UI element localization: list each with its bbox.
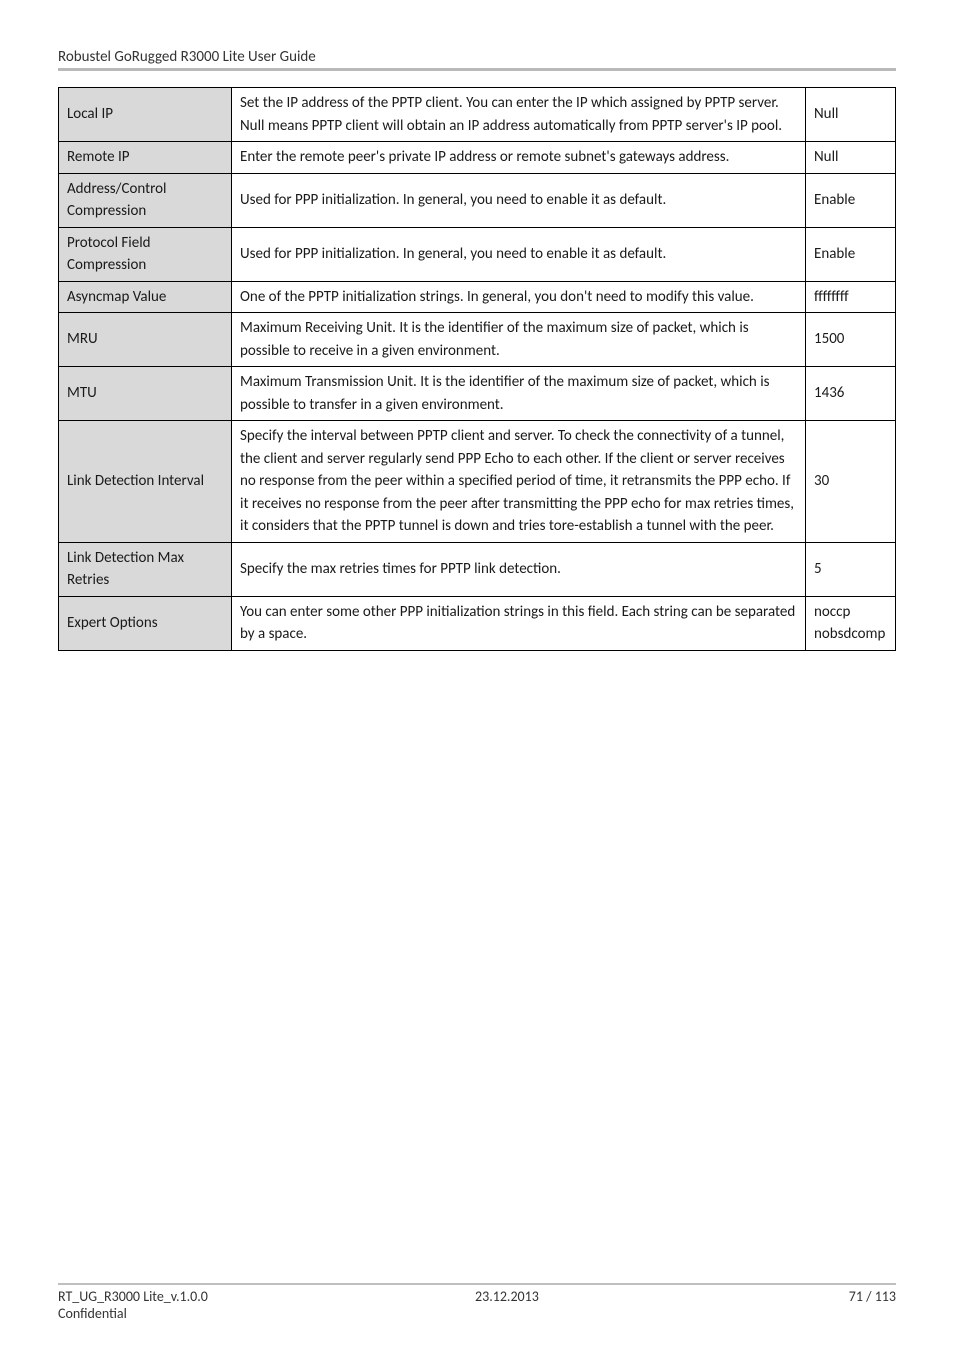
param-desc-cell: Used for PPP initialization. In general,… — [232, 173, 806, 227]
footer-rule — [58, 1283, 896, 1285]
param-name-cell: Remote IP — [59, 142, 232, 174]
param-default-cell: noccp nobsdcomp — [806, 596, 896, 650]
param-default-cell: 1436 — [806, 367, 896, 421]
table-row: MRUMaximum Receiving Unit. It is the ide… — [59, 313, 896, 367]
param-default-cell: Enable — [806, 227, 896, 281]
param-desc-cell: Specify the interval between PPTP client… — [232, 421, 806, 543]
table-row: Expert OptionsYou can enter some other P… — [59, 596, 896, 650]
param-desc-cell: Used for PPP initialization. In general,… — [232, 227, 806, 281]
param-default-cell: ffffffff — [806, 281, 896, 313]
param-default-cell: 5 — [806, 542, 896, 596]
param-name-cell: Link Detection Interval — [59, 421, 232, 543]
param-name-cell: Protocol Field Compression — [59, 227, 232, 281]
doc-header: Robustel GoRugged R3000 Lite User Guide — [58, 48, 896, 66]
table-row: Address/Control CompressionUsed for PPP … — [59, 173, 896, 227]
param-desc-cell: One of the PPTP initialization strings. … — [232, 281, 806, 313]
param-name-cell: Asyncmap Value — [59, 281, 232, 313]
parameter-table: Local IPSet the IP address of the PPTP c… — [58, 87, 896, 651]
param-desc-cell: Specify the max retries times for PPTP l… — [232, 542, 806, 596]
footer-right: 71 / 113 — [806, 1288, 896, 1305]
param-desc-cell: You can enter some other PPP initializat… — [232, 596, 806, 650]
param-name-cell: Local IP — [59, 88, 232, 142]
table-row: Protocol Field CompressionUsed for PPP i… — [59, 227, 896, 281]
page-footer: RT_UG_R3000 Lite_v.1.0.0 23.12.2013 71 /… — [58, 1283, 896, 1322]
header-underline — [58, 68, 896, 71]
table-row: Asyncmap ValueOne of the PPTP initializa… — [59, 281, 896, 313]
table-row: Link Detection Max RetriesSpecify the ma… — [59, 542, 896, 596]
table-row: Remote IPEnter the remote peer's private… — [59, 142, 896, 174]
param-name-cell: Link Detection Max Retries — [59, 542, 232, 596]
param-default-cell: Null — [806, 142, 896, 174]
table-row: Link Detection IntervalSpecify the inter… — [59, 421, 896, 543]
param-desc-cell: Set the IP address of the PPTP client. Y… — [232, 88, 806, 142]
footer-left: RT_UG_R3000 Lite_v.1.0.0 — [58, 1288, 208, 1305]
param-name-cell: Expert Options — [59, 596, 232, 650]
param-desc-cell: Maximum Receiving Unit. It is the identi… — [232, 313, 806, 367]
param-name-cell: Address/Control Compression — [59, 173, 232, 227]
table-row: Local IPSet the IP address of the PPTP c… — [59, 88, 896, 142]
footer-confidential: Confidential — [58, 1305, 896, 1322]
param-default-cell: Null — [806, 88, 896, 142]
param-desc-cell: Enter the remote peer's private IP addre… — [232, 142, 806, 174]
table-row: MTUMaximum Transmission Unit. It is the … — [59, 367, 896, 421]
param-name-cell: MRU — [59, 313, 232, 367]
param-default-cell: 1500 — [806, 313, 896, 367]
param-default-cell: 30 — [806, 421, 896, 543]
footer-center: 23.12.2013 — [208, 1288, 806, 1305]
param-default-cell: Enable — [806, 173, 896, 227]
param-desc-cell: Maximum Transmission Unit. It is the ide… — [232, 367, 806, 421]
param-name-cell: MTU — [59, 367, 232, 421]
